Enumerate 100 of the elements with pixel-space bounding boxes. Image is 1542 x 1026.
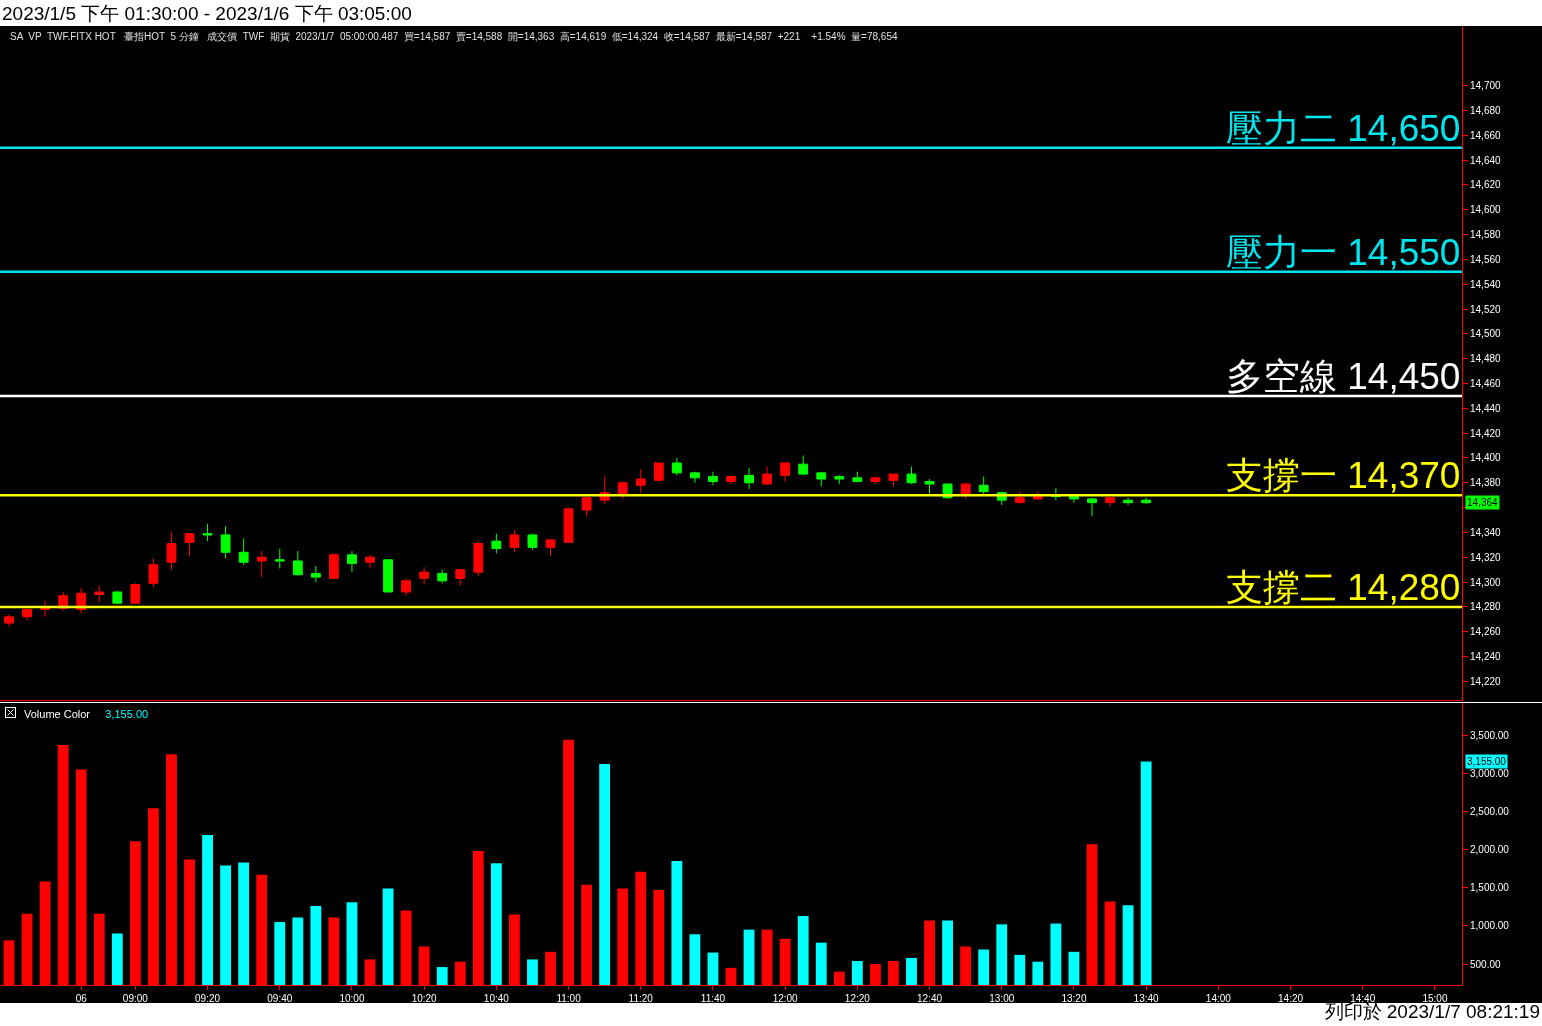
x-tick-label: 11:20 bbox=[628, 993, 654, 1004]
candlestick bbox=[708, 471, 718, 486]
y-tick-label: 14,480 bbox=[1470, 353, 1502, 365]
x-tick-label: 12:20 bbox=[844, 993, 871, 1004]
candlestick bbox=[762, 466, 773, 485]
y-tick-label: 14,300 bbox=[1470, 576, 1502, 588]
y-tick-label: 500.00 bbox=[1470, 958, 1502, 970]
y-tick-label: 14,560 bbox=[1470, 253, 1502, 265]
x-tick-label: 13:40 bbox=[1133, 993, 1160, 1004]
candlestick bbox=[4, 613, 14, 628]
candlestick bbox=[328, 553, 339, 579]
ref-line-label: 支撐二 14,280 bbox=[1226, 567, 1461, 608]
candlestick bbox=[726, 474, 736, 485]
candlestick bbox=[401, 577, 412, 597]
y-tick-label: 14,580 bbox=[1470, 229, 1502, 241]
text: 14,364 bbox=[1467, 497, 1499, 508]
candlestick bbox=[112, 590, 123, 605]
x-tick-label: 06 bbox=[75, 993, 88, 1004]
candlestick bbox=[671, 457, 682, 476]
candlestick bbox=[491, 533, 502, 555]
y-tick-label: 14,400 bbox=[1470, 452, 1502, 464]
candlestick bbox=[852, 471, 863, 483]
x-tick-label: 13:00 bbox=[989, 993, 1015, 1004]
y-tick-label: 14,320 bbox=[1470, 551, 1502, 563]
candlestick bbox=[1123, 497, 1134, 506]
candlestick bbox=[924, 478, 935, 495]
ref-line-label: 多空線 14,450 bbox=[1226, 356, 1461, 397]
x-tick-label: 12:40 bbox=[917, 993, 943, 1004]
y-tick-label: 14,680 bbox=[1470, 104, 1502, 116]
candlestick bbox=[1141, 497, 1152, 505]
x-tick-label: 09:00 bbox=[122, 993, 149, 1004]
annotation: 3,155.00 bbox=[1467, 756, 1507, 767]
text: Volume Color bbox=[24, 708, 91, 720]
x-tick-label: 11:00 bbox=[556, 993, 582, 1004]
x-tick-label: 14:40 bbox=[1350, 993, 1376, 1004]
candlestick bbox=[689, 471, 700, 484]
candlestick bbox=[365, 554, 375, 569]
y-tick-label: 2,500.00 bbox=[1470, 805, 1510, 817]
candlestick bbox=[1087, 497, 1097, 517]
y-tick-label: 14,340 bbox=[1470, 526, 1502, 538]
y-tick-label: 14,500 bbox=[1470, 328, 1502, 340]
y-tick-label: 14,520 bbox=[1470, 303, 1502, 315]
candlestick bbox=[292, 550, 303, 577]
candlestick bbox=[148, 558, 159, 588]
x-tick-label: 13:20 bbox=[1061, 993, 1087, 1004]
y-tick-label: 14,700 bbox=[1470, 80, 1502, 92]
y-tick-label: 14,640 bbox=[1470, 154, 1502, 166]
candlestick bbox=[166, 531, 177, 571]
candlestick bbox=[22, 608, 32, 622]
y-tick-label: 14,280 bbox=[1470, 601, 1502, 613]
candlestick bbox=[238, 538, 249, 566]
candlestick bbox=[635, 468, 646, 494]
y-tick-label: 14,220 bbox=[1470, 675, 1502, 687]
candlestick bbox=[545, 539, 556, 557]
y-tick-label: 14,620 bbox=[1470, 179, 1502, 191]
x-tick-label: 10:20 bbox=[411, 993, 438, 1004]
candlestick bbox=[202, 523, 213, 542]
candlestick bbox=[581, 497, 592, 517]
candlestick bbox=[130, 582, 141, 604]
candlestick bbox=[834, 474, 845, 485]
candlestick bbox=[509, 529, 520, 553]
candlestick bbox=[960, 482, 971, 500]
x-tick-label: 09:40 bbox=[267, 993, 293, 1004]
text: 列印於 2023/1/7 08:21:19 bbox=[1324, 1001, 1540, 1024]
x-tick-label: 14:00 bbox=[1205, 993, 1232, 1004]
y-tick-label: 14,420 bbox=[1470, 427, 1502, 439]
candlestick bbox=[780, 462, 791, 483]
candlestick bbox=[1069, 494, 1079, 504]
y-tick-label: 14,440 bbox=[1470, 402, 1502, 414]
candlestick bbox=[220, 525, 231, 559]
x-tick-label: 11:40 bbox=[700, 993, 726, 1004]
candlestick bbox=[455, 569, 466, 587]
y-tick-label: 14,600 bbox=[1470, 204, 1502, 216]
y-tick-label: 14,540 bbox=[1470, 278, 1502, 290]
y-tick-label: 3,500.00 bbox=[1470, 729, 1510, 741]
candlestick bbox=[40, 600, 51, 618]
ref-line-label: 壓力一 14,550 bbox=[1226, 232, 1461, 273]
candlestick bbox=[870, 476, 881, 485]
y-tick-label: 14,660 bbox=[1470, 129, 1502, 141]
chart-title: 2023/1/5 下午 01:30:00 - 2023/1/6 下午 03:05:00 bbox=[2, 2, 412, 26]
candlestick bbox=[1105, 497, 1115, 507]
candlestick bbox=[274, 548, 285, 569]
x-tick-label: 09:20 bbox=[195, 993, 221, 1004]
x-tick-label: 10:00 bbox=[339, 993, 365, 1004]
candlestick bbox=[383, 559, 393, 593]
annotation: 3,155.00 bbox=[105, 708, 149, 720]
y-tick-label: 3,000.00 bbox=[1470, 767, 1510, 779]
y-tick-label: 14,460 bbox=[1470, 377, 1502, 389]
candlestick bbox=[798, 454, 809, 476]
candlestick bbox=[816, 471, 827, 487]
y-tick-label: 1,500.00 bbox=[1470, 882, 1510, 894]
y-tick-label: 14,260 bbox=[1470, 626, 1502, 638]
x-tick-label: 12:00 bbox=[772, 993, 799, 1004]
y-tick-label: 14,240 bbox=[1470, 651, 1502, 663]
y-tick-label: 2,000.00 bbox=[1470, 844, 1510, 856]
candlestick bbox=[906, 466, 917, 485]
annotation: SA VP TWF.FITX HOT 臺指HOT 5 分鐘 成交價 TWF 期貨 2023/1/7 05:00:00.487 買=14,587 賣=14,588 開=14,363 高=14,619 低=14,324 收=14,587 最新=14,587 +221 +1.54% 量=78,654 bbox=[10, 31, 898, 42]
candlestick bbox=[437, 569, 448, 584]
candlestick bbox=[419, 566, 430, 586]
x-tick-label: 15:00 bbox=[1422, 993, 1448, 1004]
